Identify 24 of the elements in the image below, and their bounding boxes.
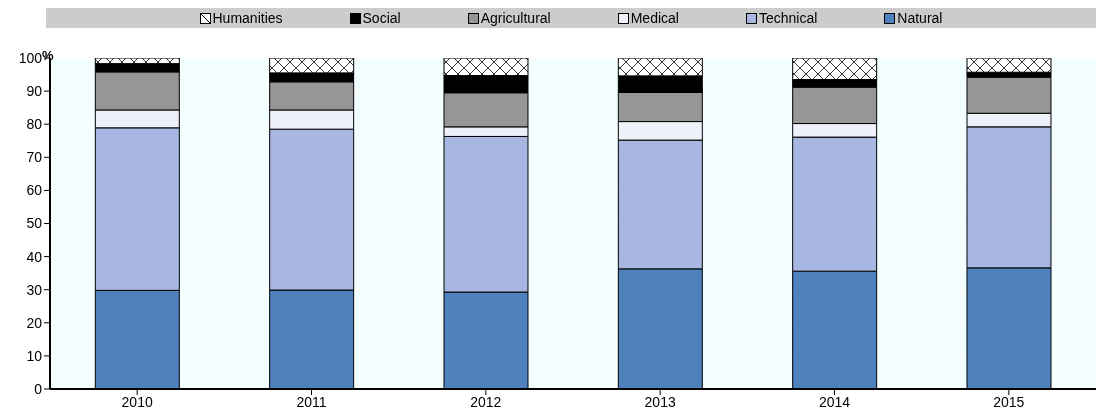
y-tick-label: 10	[26, 347, 43, 364]
x-tick-label: 2010	[121, 393, 153, 410]
x-tick-label: 2011	[296, 393, 327, 410]
y-tick-label: 20	[26, 314, 43, 331]
y-tick-label: 0	[34, 380, 43, 397]
y-tick-label: 40	[26, 248, 43, 265]
y-tick-label: 30	[26, 281, 43, 298]
legend-label: Social	[362, 10, 401, 26]
y-tick-label: 100	[18, 49, 43, 66]
y-tick-label: 50	[26, 215, 43, 232]
legend-label: Medical	[630, 10, 679, 26]
legend-label: Technical	[758, 10, 818, 26]
x-tick-label: 2013	[644, 393, 676, 410]
y-tick-label: 90	[26, 83, 43, 100]
legend-label: Humanities	[212, 10, 283, 26]
legend-label: Natural	[897, 10, 943, 26]
x-tick-label: 2014	[818, 393, 851, 410]
legend-label: Agricultural	[480, 10, 551, 26]
x-tick-label: 2015	[993, 393, 1025, 410]
y-tick-label: 60	[26, 182, 43, 199]
y-tick-label: 80	[26, 116, 43, 133]
y-axis-title: %	[42, 48, 54, 63]
y-tick-label: 70	[26, 149, 43, 166]
x-tick-label: 2012	[470, 393, 502, 410]
